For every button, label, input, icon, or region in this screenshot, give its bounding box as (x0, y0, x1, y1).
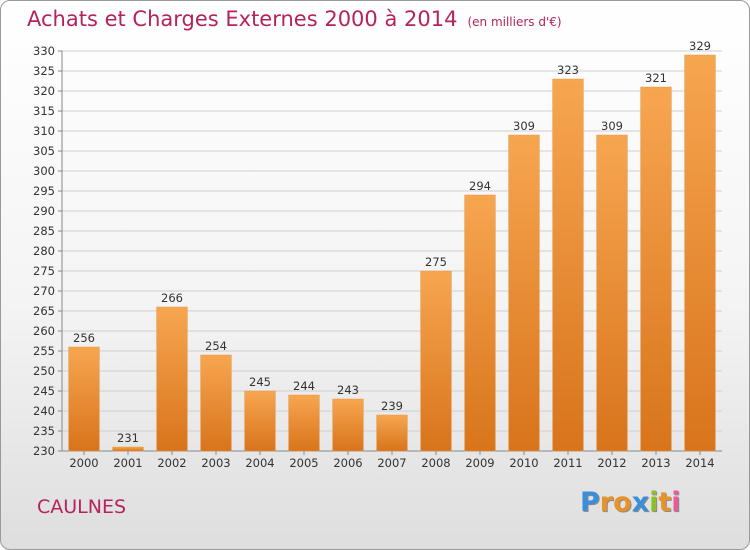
y-tick-label: 295 (33, 184, 55, 198)
logo-letter: r (599, 487, 614, 518)
logo-letter: x (631, 487, 650, 518)
bar-2006 (332, 398, 364, 452)
bar-2012 (596, 134, 628, 452)
bar-2002 (156, 306, 188, 452)
y-tick-label: 285 (33, 224, 55, 238)
bar-2005 (288, 394, 320, 452)
x-tick-label: 2007 (377, 456, 406, 470)
x-tick-label: 2004 (245, 456, 274, 470)
bar-2007 (376, 414, 408, 452)
x-tick-label: 2001 (113, 456, 142, 470)
data-label: 329 (689, 39, 711, 53)
x-tick-label: 2003 (201, 456, 230, 470)
data-label: 309 (601, 119, 623, 133)
logo-letter: P (580, 487, 600, 518)
data-label: 245 (249, 375, 271, 389)
chart-unit: (en milliers d'€) (467, 15, 562, 29)
x-tick-label: 2002 (157, 456, 186, 470)
y-tick-label: 265 (33, 304, 55, 318)
commune-name: CAULNES (37, 496, 127, 518)
data-label: 266 (161, 291, 183, 305)
y-tick-label: 260 (33, 324, 55, 338)
y-tick-label: 330 (33, 44, 55, 58)
y-tick-label: 280 (33, 244, 55, 258)
y-tick-label: 300 (33, 164, 55, 178)
chart-title-text: Achats et Charges Externes 2000 à 2014 (27, 7, 458, 31)
data-label: 244 (293, 379, 315, 393)
bar-2011 (552, 78, 584, 452)
data-label: 254 (205, 339, 227, 353)
data-label: 243 (337, 383, 359, 397)
y-tick-label: 245 (33, 384, 55, 398)
x-tick-label: 2005 (289, 456, 318, 470)
x-tick-label: 2008 (421, 456, 450, 470)
data-label: 321 (645, 71, 667, 85)
logo-letter: o (613, 487, 632, 518)
bar-2009 (464, 194, 496, 452)
x-tick-label: 2009 (465, 456, 494, 470)
bar-2000 (68, 346, 100, 452)
logo-letter: t (658, 487, 672, 518)
data-label: 323 (557, 63, 579, 77)
x-tick-label: 2006 (333, 456, 362, 470)
y-tick-label: 315 (33, 104, 55, 118)
y-tick-label: 255 (33, 344, 55, 358)
data-label: 275 (425, 255, 447, 269)
x-tick-label: 2012 (597, 456, 626, 470)
y-tick-label: 270 (33, 284, 55, 298)
x-tick-label: 2013 (641, 456, 670, 470)
data-label: 231 (117, 431, 139, 445)
bar-2001 (112, 446, 144, 452)
bar-2008 (420, 270, 452, 452)
data-label: 256 (73, 331, 95, 345)
bar-2003 (200, 354, 232, 452)
chart-title: Achats et Charges Externes 2000 à 2014 (e… (27, 7, 562, 31)
data-label: 239 (381, 399, 403, 413)
y-tick-label: 320 (33, 84, 55, 98)
y-tick-label: 230 (33, 444, 55, 458)
data-label: 294 (469, 179, 491, 193)
x-tick-label: 2000 (69, 456, 98, 470)
y-tick-label: 240 (33, 404, 55, 418)
y-tick-label: 250 (33, 364, 55, 378)
bar-2014 (684, 54, 716, 452)
x-tick-label: 2010 (509, 456, 538, 470)
y-tick-label: 310 (33, 124, 55, 138)
logo-letter: i (649, 487, 659, 518)
y-tick-label: 290 (33, 204, 55, 218)
logo-letter: i (671, 487, 681, 518)
labels: 256 2000 231 2001 266 2002 254 2003 245 2004 244 20… (69, 39, 714, 470)
y-tick-label: 305 (33, 144, 55, 158)
bar-2004 (244, 390, 276, 452)
y-tick-label: 235 (33, 424, 55, 438)
bar-2013 (640, 86, 672, 452)
y-tick-label: 325 (33, 64, 55, 78)
x-tick-label: 2011 (553, 456, 582, 470)
data-label: 309 (513, 119, 535, 133)
proxiti-logo: Proxiti (580, 487, 681, 518)
x-tick-label: 2014 (685, 456, 714, 470)
bar-2010 (508, 134, 540, 452)
bars (68, 54, 716, 452)
y-tick-label: 275 (33, 264, 55, 278)
